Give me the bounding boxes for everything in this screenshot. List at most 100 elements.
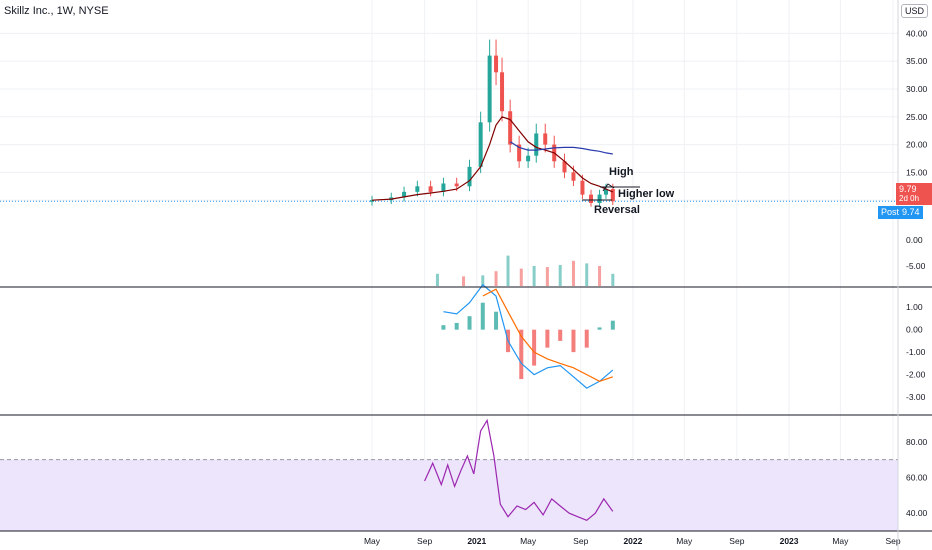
macd-panel: [441, 283, 615, 389]
macd-histogram-bar: [441, 325, 446, 330]
macd-histogram-bar: [571, 329, 576, 353]
macd-tick-label: 1.00: [906, 302, 923, 312]
volume-bar: [462, 276, 466, 286]
volume-bar: [558, 264, 562, 286]
macd-tick-label: -2.00: [906, 370, 926, 380]
post-label: Post: [881, 207, 900, 217]
x-tick-label: 2021: [467, 536, 486, 546]
x-tick-label: 2023: [780, 536, 799, 546]
macd-histogram-bar: [584, 329, 589, 348]
volume-bar: [611, 273, 615, 286]
annotations: High Higher low Reversal: [582, 166, 675, 216]
candle-body: [534, 133, 539, 156]
ma-short-line: [371, 116, 614, 201]
rsi-tick-label: 40.00: [906, 508, 928, 518]
candle-body: [467, 166, 472, 187]
macd-histogram-bar: [467, 316, 472, 330]
last-price-tag: 9.79 2d 0h: [896, 183, 932, 205]
rsi-line: [424, 418, 614, 521]
candle-body: [543, 133, 548, 145]
candle-body: [487, 55, 492, 123]
macd-tick-label: 0.00: [906, 325, 923, 335]
volume-tick-label: -5.00: [906, 261, 926, 271]
price-tick-label: 20.00: [906, 140, 928, 150]
x-tick-label: May: [364, 536, 381, 546]
candle-body: [402, 191, 407, 198]
x-tick-label: May: [520, 536, 537, 546]
structure-mark: [602, 183, 615, 192]
candle-body: [454, 183, 459, 187]
volume-bar: [585, 263, 589, 286]
candle-body: [494, 55, 499, 73]
candle-body: [603, 189, 608, 195]
macd-histogram-bar: [494, 311, 499, 330]
candle-body: [508, 111, 513, 145]
annotation-higher-low: Higher low: [618, 188, 675, 200]
macd-histogram-bar: [454, 322, 459, 330]
candle-body: [500, 72, 505, 112]
macd-line: [443, 283, 614, 389]
rsi-panel: [424, 418, 614, 521]
candle-body: [571, 172, 576, 181]
macd-histogram-bar: [610, 320, 615, 330]
volume-bar: [545, 267, 549, 286]
price-tick-label: 30.00: [906, 84, 928, 94]
rsi-overbought-oversold-band: [0, 459, 898, 531]
x-tick-label: Sep: [729, 536, 744, 546]
candle-body: [580, 180, 585, 195]
ma-long-line: [509, 141, 613, 155]
macd-tick-label: -3.00: [906, 392, 926, 402]
volume-bar: [506, 255, 510, 286]
candle-body: [370, 200, 374, 202]
x-tick-label: May: [832, 536, 849, 546]
x-tick-label: 2022: [623, 536, 642, 546]
macd-histogram-bar: [532, 329, 537, 366]
post-price: 9.74: [902, 207, 920, 217]
currency-badge[interactable]: USD: [900, 4, 928, 18]
annotation-reversal: Reversal: [594, 204, 640, 216]
post-market-tag: Post 9.74: [878, 206, 923, 219]
candle-body: [562, 161, 567, 173]
x-tick-label: Sep: [417, 536, 432, 546]
annotation-high: High: [609, 166, 634, 178]
countdown-value: 2d 0h: [899, 194, 920, 203]
macd-histogram-bar: [480, 302, 485, 330]
macd-histogram-bar: [519, 329, 524, 380]
last-price-value: 9.79: [899, 184, 917, 194]
candle-body: [415, 186, 420, 192]
price-panel: [0, 39, 898, 207]
rsi-tick-label: 80.00: [906, 437, 928, 447]
price-tick-label: 40.00: [906, 28, 928, 38]
volume-bar: [598, 266, 602, 286]
candle-body: [597, 194, 602, 203]
rsi-band: [0, 459, 898, 532]
signal-line: [482, 288, 613, 382]
candle-body: [441, 183, 446, 192]
macd-histogram-bar: [597, 327, 602, 330]
candle-body: [526, 155, 531, 162]
price-tick-label: 25.00: [906, 112, 928, 122]
volume-bar: [519, 268, 523, 286]
candle-body: [610, 189, 615, 202]
macd-histogram-bar: [558, 329, 563, 341]
rsi-tick-label: 60.00: [906, 472, 928, 482]
volume-bar: [435, 273, 439, 286]
chart-title: Skillz Inc., 1W, NYSE: [4, 5, 109, 17]
volume-bar: [494, 271, 498, 286]
candle-body: [589, 194, 594, 203]
macd-histogram-bar: [545, 329, 550, 348]
price-tick-label: 35.00: [906, 56, 928, 66]
volume-bar: [481, 275, 485, 286]
volume-panel: [435, 255, 615, 286]
volume-bar: [571, 260, 575, 286]
grid: [0, 0, 898, 531]
candle-body: [517, 144, 522, 162]
candle-body: [478, 122, 483, 167]
x-tick-label: May: [676, 536, 693, 546]
macd-tick-label: -1.00: [906, 347, 926, 357]
price-tick-label: 15.00: [906, 167, 928, 177]
volume-bar: [532, 266, 536, 286]
x-tick-label: Sep: [885, 536, 900, 546]
